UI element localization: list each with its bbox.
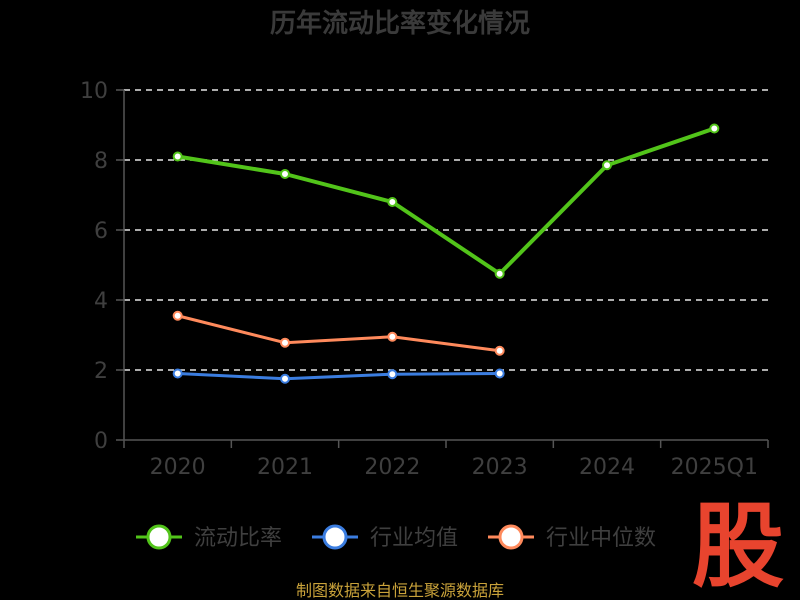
watermark-logo: 股 bbox=[692, 493, 784, 600]
grid-lines bbox=[124, 89, 768, 371]
data-point[interactable] bbox=[280, 169, 290, 179]
data-point[interactable] bbox=[387, 197, 398, 207]
series-line-0 bbox=[177, 126, 715, 276]
data-point[interactable] bbox=[602, 160, 612, 171]
legend-swatch-marker bbox=[498, 524, 524, 550]
legend: 流动比率 行业均值 行业中位数 bbox=[136, 524, 656, 551]
x-tick-label: 2020 bbox=[150, 455, 206, 480]
y-tick-label: 8 bbox=[94, 149, 108, 174]
legend-item-2[interactable]: 行业中位数 bbox=[488, 524, 656, 551]
data-point[interactable] bbox=[172, 310, 183, 321]
data-point[interactable] bbox=[172, 151, 183, 162]
x-tick-label: 2024 bbox=[579, 455, 635, 480]
series-line-1 bbox=[177, 372, 500, 381]
data-point[interactable] bbox=[709, 123, 720, 134]
series-lines bbox=[172, 123, 720, 384]
y-tick-label: 0 bbox=[94, 429, 108, 454]
y-tick-label: 4 bbox=[94, 289, 108, 314]
data-point[interactable] bbox=[280, 373, 290, 384]
x-tick-label: 2022 bbox=[364, 455, 420, 480]
series-line-2 bbox=[177, 314, 500, 353]
data-point[interactable] bbox=[387, 331, 398, 342]
x-tick-label: 2021 bbox=[257, 455, 313, 480]
x-tick-label: 2025Q1 bbox=[671, 455, 758, 480]
x-tick-label: 2023 bbox=[472, 455, 528, 480]
data-point[interactable] bbox=[280, 337, 290, 348]
legend-label: 流动比率 bbox=[194, 526, 282, 551]
legend-swatch-marker bbox=[146, 524, 172, 550]
axes: 0 2 4 6 8 10 2020 2021 2022 2023 2024 2025Q1 bbox=[80, 79, 769, 480]
data-point[interactable] bbox=[494, 368, 505, 379]
legend-item-1[interactable]: 行业均值 bbox=[312, 524, 458, 551]
y-tick-label: 6 bbox=[94, 219, 108, 244]
legend-label: 行业中位数 bbox=[546, 526, 656, 551]
source-note: 制图数据来自恒生聚源数据库 bbox=[296, 581, 504, 600]
chart-title: 历年流动比率变化情况 bbox=[270, 8, 530, 39]
data-point[interactable] bbox=[387, 369, 398, 380]
data-point[interactable] bbox=[172, 368, 183, 379]
legend-swatch-marker bbox=[322, 524, 348, 550]
legend-label: 行业均值 bbox=[370, 526, 458, 551]
data-point[interactable] bbox=[494, 268, 505, 279]
y-tick-label: 2 bbox=[94, 359, 108, 384]
legend-item-0[interactable]: 流动比率 bbox=[136, 524, 282, 551]
y-tick-label: 10 bbox=[80, 79, 108, 104]
data-point[interactable] bbox=[494, 345, 505, 356]
